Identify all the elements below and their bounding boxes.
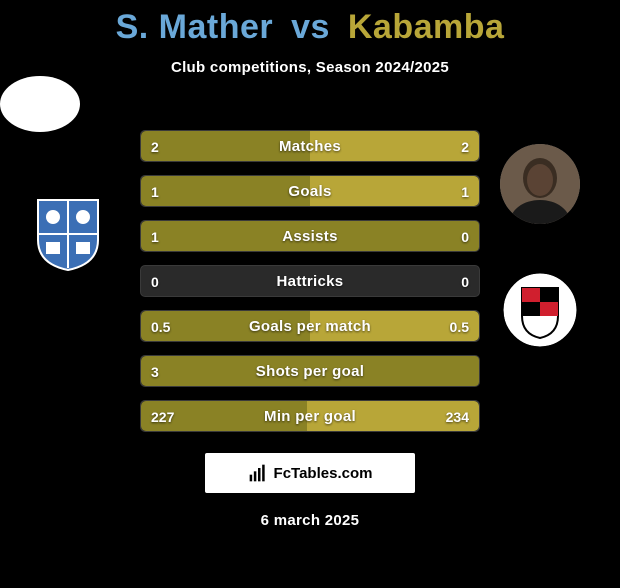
- stat-value-left: 2: [141, 131, 169, 162]
- stat-value-left: 0.5: [141, 311, 180, 342]
- stat-row: Goals per match0.5 0.5: [140, 310, 480, 342]
- stat-value-left: 0: [141, 266, 169, 297]
- stat-label: Min per goal: [141, 401, 479, 432]
- stat-value-left: 1: [141, 221, 169, 252]
- stat-value-right: 0: [451, 221, 479, 252]
- fctables-badge: FcTables.com: [205, 453, 415, 493]
- stat-label: Goals per match: [141, 311, 479, 342]
- stat-label: Shots per goal: [141, 356, 479, 387]
- stats-table: Matches22Goals11Assists10Hattricks00Goal…: [140, 130, 480, 445]
- stat-label: Hattricks: [141, 266, 479, 297]
- stat-label: Assists: [141, 221, 479, 252]
- stat-value-right: 234: [436, 401, 479, 432]
- stat-label: Goals: [141, 176, 479, 207]
- comparison-title: S. Mather vs Kabamba: [0, 8, 620, 47]
- vs-label: vs: [291, 8, 330, 46]
- stat-row: Goals1 1: [140, 175, 480, 207]
- stat-value-right: 1: [451, 176, 479, 207]
- stat-value-right: 0: [451, 266, 479, 297]
- stat-value-right: 2: [451, 131, 479, 162]
- stat-row: Shots per goal3: [140, 355, 480, 387]
- fctables-label: FcTables.com: [274, 465, 373, 482]
- player2-club-crest: [500, 270, 580, 350]
- player1-club-crest: [28, 192, 108, 272]
- player1-avatar: [0, 76, 80, 132]
- player1-name: S. Mather: [116, 8, 274, 46]
- stat-row: Matches2 2: [140, 130, 480, 162]
- stat-row: Assists1 0: [140, 220, 480, 252]
- stat-label: Matches: [141, 131, 479, 162]
- date-label: 6 march 2025: [0, 512, 620, 529]
- stat-value-right: 0.5: [440, 311, 479, 342]
- stat-value-left: 1: [141, 176, 169, 207]
- season-subtitle: Club competitions, Season 2024/2025: [0, 59, 620, 76]
- stat-row: Min per goal227 234: [140, 400, 480, 432]
- stat-value-left: 3: [141, 356, 169, 387]
- player2-avatar: [500, 144, 580, 224]
- stat-row: Hattricks0 0: [140, 265, 480, 297]
- player2-name: Kabamba: [348, 8, 505, 46]
- stat-value-left: 227: [141, 401, 184, 432]
- chart-icon: [248, 463, 268, 483]
